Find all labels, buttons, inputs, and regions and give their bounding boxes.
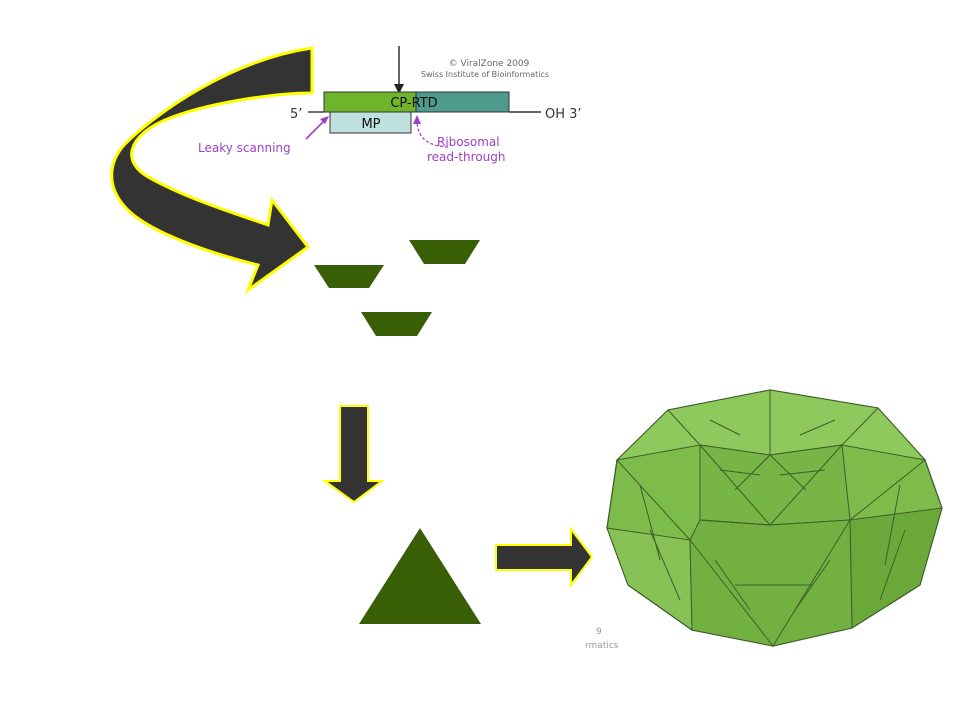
capsid-subunit-right <box>409 240 480 264</box>
five-prime-label: 5’ <box>290 107 302 122</box>
down-arrow <box>321 405 385 504</box>
three-prime-label: OH 3’ <box>545 107 582 122</box>
curved-translation-arrow <box>110 46 314 295</box>
sib-credit: Swiss Institute of Bioinformatics <box>421 70 549 79</box>
ribosomal-label: Ribosomal <box>437 135 500 149</box>
mp-label: MP <box>361 117 380 132</box>
start-codon-arrow <box>394 46 404 94</box>
virion-credit-line1: 9 <box>596 627 602 637</box>
trimer-triangle <box>359 528 481 624</box>
leaky-scanning-label: Leaky scanning <box>198 141 291 155</box>
virion-credit-line2: rmatics <box>585 641 619 651</box>
capsid-subunit-left <box>314 265 384 288</box>
rtd-gene-box <box>415 91 510 113</box>
genome-map: © ViralZone 2009 Swiss Institute of Bioi… <box>198 46 582 164</box>
icosahedral-capsid <box>606 389 943 647</box>
right-arrow <box>495 526 594 588</box>
ribosomal-readthrough-pointer <box>413 115 449 148</box>
mp-gene-box <box>329 111 412 134</box>
capsid-subunit-bottom <box>361 312 432 336</box>
readthrough-label: read-through <box>427 150 506 164</box>
viralzone-credit: © ViralZone 2009 <box>449 59 530 69</box>
leaky-scanning-pointer <box>305 116 329 140</box>
cp-rtd-label: CP-RTD <box>390 96 437 111</box>
